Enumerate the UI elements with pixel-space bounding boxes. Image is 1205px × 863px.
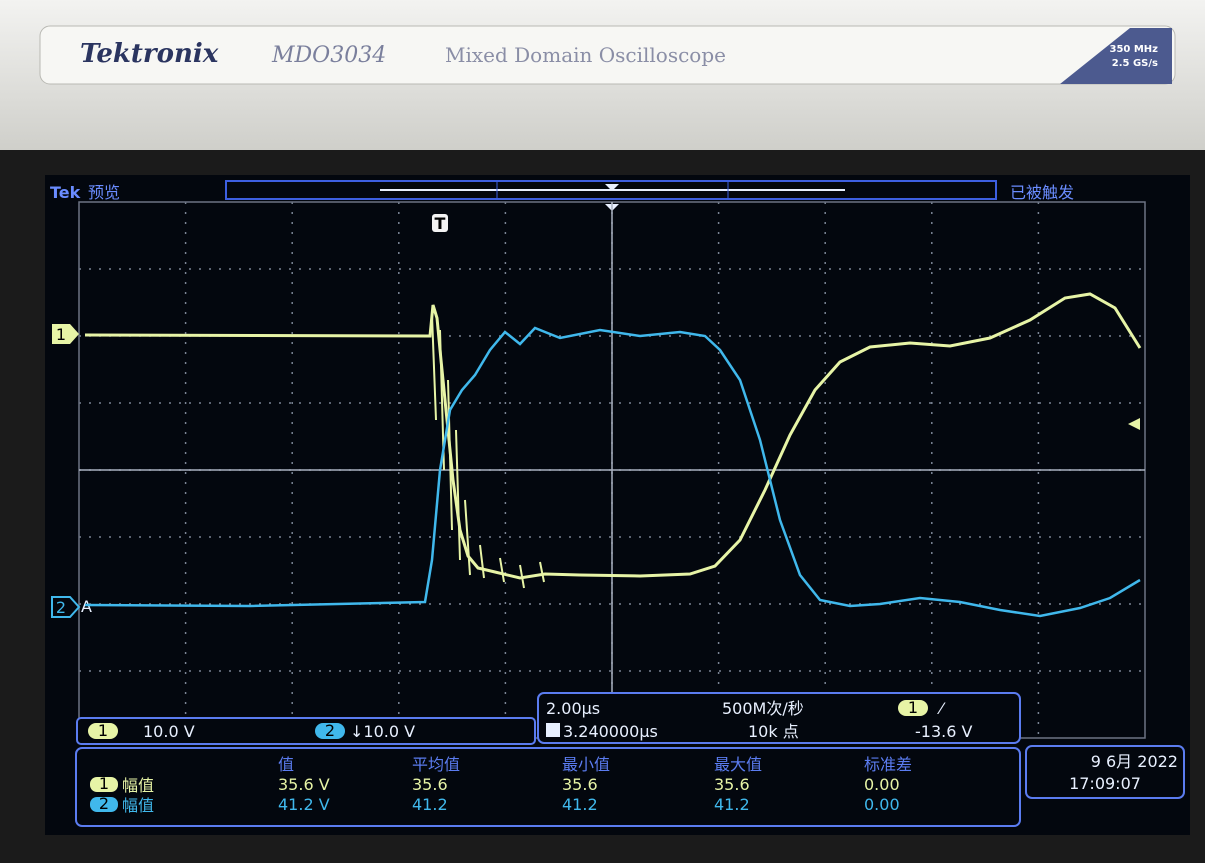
trigger-marker-label: T (435, 214, 446, 233)
description: Mixed Domain Oscilloscope (445, 43, 726, 67)
trigger-position: 3.240000µs (563, 722, 658, 741)
measurement-value: 41.2 V (278, 795, 330, 814)
model: MDO3034 (271, 43, 386, 68)
measurement-header: 标准差 (864, 755, 912, 774)
time-div: 2.00µs (546, 699, 600, 718)
measurement-value: 35.6 (412, 775, 448, 794)
ch2-scale: ↓10.0 V (350, 722, 415, 741)
trigger-state: 已被触发 (1010, 183, 1074, 202)
trigger-pos-icon (546, 723, 560, 737)
ch2-trigger-source: A (81, 597, 92, 616)
trigger-level: -13.6 V (915, 722, 972, 741)
oscilloscope: Tektronix MDO3034 Mixed Domain Oscillosc… (0, 0, 1205, 863)
measurement-value: 41.2 (562, 795, 598, 814)
record-length: 10k 点 (748, 722, 799, 741)
measurement-header: 最小值 (562, 755, 610, 774)
measurement-value: 0.00 (864, 795, 900, 814)
sample-rate: 2.5 GS/s (1112, 58, 1158, 69)
measurement-value: 41.2 (714, 795, 750, 814)
row-name: 幅值 (122, 776, 154, 795)
measurement-value: 41.2 (412, 795, 448, 814)
acq-rate: 500M次/秒 (722, 699, 804, 718)
row-channel: 2 (99, 794, 109, 813)
date: 9 6月 2022 (1091, 752, 1178, 771)
measurement-header: 值 (278, 755, 294, 774)
acq-mode: 预览 (88, 183, 120, 202)
ch2-marker-label: 2 (56, 598, 66, 617)
trigger-source: 1 (908, 698, 918, 717)
measurement-value: 0.00 (864, 775, 900, 794)
measurement-value: 35.6 (562, 775, 598, 794)
page: Oscilloscope body { margin: 0; width: 12… (0, 0, 1205, 863)
ch1-scale: 10.0 V (143, 722, 195, 741)
body: {"header": {"brand": "Tektronix", "model… (0, 0, 1205, 863)
measurement-header: 最大值 (714, 755, 762, 774)
measurement-value: 35.6 V (278, 775, 330, 794)
brand: Tektronix (80, 39, 219, 69)
row-name: 幅值 (122, 796, 154, 815)
bandwidth: 350 MHz (1110, 44, 1159, 55)
tek-logo: Tek (50, 183, 81, 202)
time: 17:09:07 (1069, 774, 1141, 793)
measurement-value: 35.6 (714, 775, 750, 794)
row-channel: 1 (99, 774, 109, 793)
ch1-marker-label: 1 (56, 325, 66, 344)
ch1-badge-label: 1 (98, 721, 108, 740)
measurement-header: 平均值 (412, 755, 460, 774)
ch2-badge-label: 2 (325, 721, 335, 740)
